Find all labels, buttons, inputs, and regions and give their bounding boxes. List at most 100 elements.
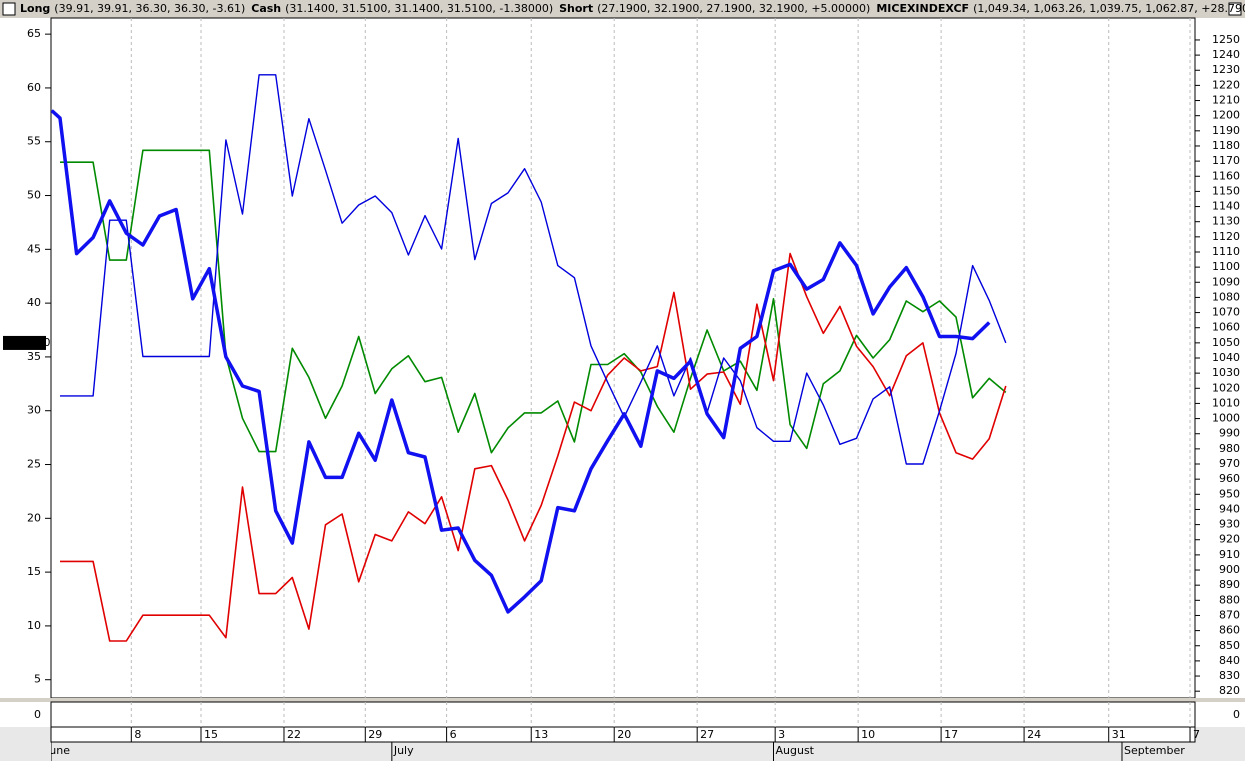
y2-tick-label: 990 <box>1219 427 1240 440</box>
panel-divider <box>0 698 1245 702</box>
y2-tick-label: 1000 <box>1212 412 1240 425</box>
y2-tick-label: 940 <box>1219 502 1240 515</box>
y2-tick-label: 880 <box>1219 593 1240 606</box>
y2-tick-label: 950 <box>1219 487 1240 500</box>
y2-tick-label: 1070 <box>1212 306 1240 319</box>
y2-tick-label: 1010 <box>1212 396 1240 409</box>
y2-tick-label: 1100 <box>1212 260 1240 273</box>
legend-name: Long <box>20 2 50 15</box>
legend-name: MICEXINDEXCF <box>876 2 969 15</box>
lower-tick-label: 0 <box>34 708 41 721</box>
y2-tick-label: 890 <box>1219 578 1240 591</box>
y2-tick-label: 1170 <box>1212 154 1240 167</box>
y2-tick-label: 1020 <box>1212 381 1240 394</box>
y2-tick-label: 1120 <box>1212 230 1240 243</box>
series-line <box>60 74 1007 465</box>
y2-tick-label: 1110 <box>1212 245 1240 258</box>
y2-tick-label: 960 <box>1219 472 1240 485</box>
x-tick-label: 29 <box>368 728 382 741</box>
y2-tick-label: 1050 <box>1212 336 1240 349</box>
legend-values: (1,049.34, 1,063.26, 1,039.75, 1,062.87,… <box>973 2 1245 15</box>
x-tick-label: 6 <box>450 728 457 741</box>
x-tick-label: 10 <box>861 728 875 741</box>
y-tick-label: 40 <box>27 296 41 309</box>
y2-tick-label: 1040 <box>1212 351 1240 364</box>
y-tick-label: 15 <box>27 565 41 578</box>
y2-tick-label: 1180 <box>1212 139 1240 152</box>
y-tick-label: 50 <box>27 189 41 202</box>
x-tick-label: 31 <box>1112 728 1126 741</box>
y2-tick-label: 1200 <box>1212 109 1240 122</box>
y-tick-label: 5 <box>34 673 41 686</box>
y2-tick-label: 1090 <box>1212 275 1240 288</box>
y2-tick-label: 1140 <box>1212 200 1240 213</box>
y2-tick-label: 1230 <box>1212 63 1240 76</box>
y2-tick-label: 1240 <box>1212 48 1240 61</box>
y-tick-label: 65 <box>27 27 41 40</box>
window-icon[interactable] <box>1228 2 1242 16</box>
y-tick-label: 25 <box>27 458 41 471</box>
y2-tick-label: 1160 <box>1212 169 1240 182</box>
y2-tick-label: 870 <box>1219 608 1240 621</box>
y2-tick-label: 830 <box>1219 669 1240 682</box>
y-tick-label: 35 <box>27 350 41 363</box>
last-value-box <box>3 335 46 350</box>
month-label: September <box>1124 744 1185 757</box>
lower-panel <box>50 701 1196 728</box>
y2-tick-label: 1250 <box>1212 33 1240 46</box>
x-tick-label: 17 <box>944 728 958 741</box>
y2-tick-label: 1150 <box>1212 184 1240 197</box>
plot-area <box>50 17 1196 699</box>
legend-name: Cash <box>251 2 281 15</box>
legend-name: Short <box>559 2 593 15</box>
y-tick-label: 55 <box>27 135 41 148</box>
y-tick-label: 10 <box>27 619 41 632</box>
x-tick-label: 13 <box>534 728 548 741</box>
month-label: June <box>45 744 70 757</box>
y2-tick-label: 820 <box>1219 684 1240 697</box>
last-value-label: 36.3000 <box>5 336 51 349</box>
y2-tick-label: 840 <box>1219 654 1240 667</box>
y2-tick-label: 1080 <box>1212 290 1240 303</box>
y2-tick-label: 900 <box>1219 563 1240 576</box>
y2-tick-label: 1210 <box>1212 94 1240 107</box>
month-label: August <box>776 744 815 757</box>
x-tick-label: 8 <box>134 728 141 741</box>
x-tick-label: 3 <box>778 728 785 741</box>
legend-values: (31.1400, 31.5100, 31.1400, 31.5100, -1.… <box>285 2 553 15</box>
y2-tick-label: 920 <box>1219 533 1240 546</box>
legend-values: (39.91, 39.91, 36.30, 36.30, -3.61) <box>54 2 245 15</box>
y2-tick-label: 1030 <box>1212 366 1240 379</box>
y2-tick-label: 1060 <box>1212 321 1240 334</box>
y2-tick-label: 1220 <box>1212 78 1240 91</box>
x-tick-label: 24 <box>1027 728 1041 741</box>
day-row <box>50 726 1196 743</box>
month-labels: June July August September <box>45 742 1185 761</box>
plot-lines <box>51 74 1007 642</box>
y2-tick-label: 930 <box>1219 518 1240 531</box>
y2-tick-label: 980 <box>1219 442 1240 455</box>
x-tick-label: 22 <box>287 728 301 741</box>
lower-tick-label: 0 <box>1233 708 1240 721</box>
x-tick-label: 27 <box>700 728 714 741</box>
series-line <box>51 109 991 614</box>
month-label: July <box>393 744 414 757</box>
y-tick-label: 45 <box>27 242 41 255</box>
y2-tick-label: 1130 <box>1212 215 1240 228</box>
y2-tick-label: 850 <box>1219 639 1240 652</box>
y-tick-label: 60 <box>27 81 41 94</box>
legend-values: (27.1900, 32.1900, 27.1900, 32.1900, +5.… <box>597 2 870 15</box>
y-tick-label: 30 <box>27 404 41 417</box>
y2-tick-label: 910 <box>1219 548 1240 561</box>
header-bar <box>0 0 1245 18</box>
window-icon[interactable] <box>2 2 16 16</box>
x-tick-label: 15 <box>204 728 218 741</box>
y2-tick-label: 860 <box>1219 624 1240 637</box>
x-tick-label: 20 <box>617 728 631 741</box>
y2-tick-label: 1190 <box>1212 124 1240 137</box>
x-tick-label: 7 <box>1193 728 1200 741</box>
y-tick-label: 20 <box>27 511 41 524</box>
series-line <box>60 252 1007 642</box>
y2-tick-label: 970 <box>1219 457 1240 470</box>
